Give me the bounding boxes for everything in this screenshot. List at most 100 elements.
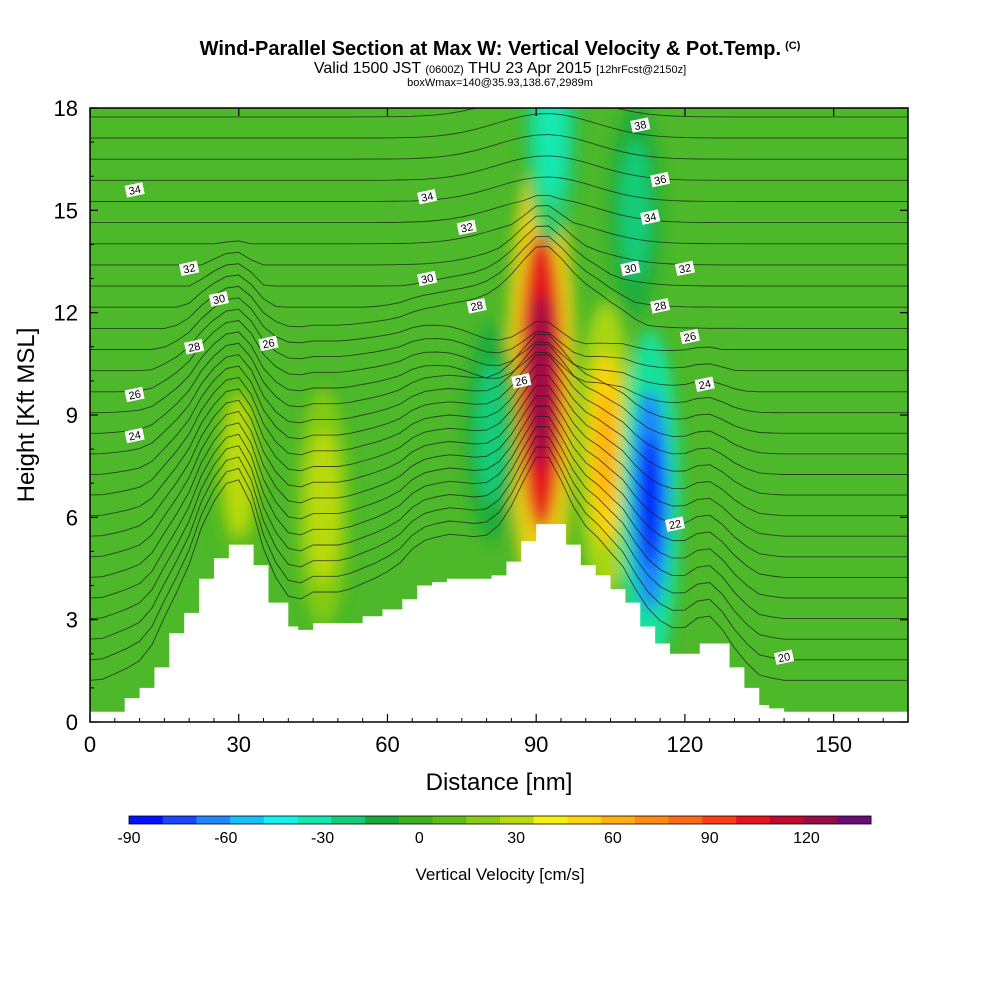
contour-label-box [511,373,532,389]
x-tick-label: 0 [84,732,96,757]
y-tick-label: 15 [54,198,78,223]
y-tick-label: 0 [66,710,78,735]
colorbar-tick-label: 90 [701,830,719,847]
colorbar-tick-label: -90 [117,830,140,847]
contour-label-box [650,171,671,188]
contour-label: 28 [466,298,487,314]
contour-label: 22 [664,516,686,532]
contour-label-text: 26 [683,330,697,344]
contour-label-box [124,386,145,403]
isentrope-line [90,246,908,329]
x-tick-label: 150 [815,732,852,757]
velocity-feature [222,394,255,538]
isentrope-line [90,134,908,160]
colorbar-swatch [837,816,872,824]
isentrope-line [90,215,908,266]
colorbar-swatch [129,816,164,824]
colorbar-swatch [500,816,535,824]
contour-label-box [620,260,641,277]
contour-label: 38 [630,117,651,133]
contour-label-box [664,516,686,532]
isentrope-line [90,320,908,393]
contour-label: 28 [184,339,205,355]
contour-label: 28 [650,298,671,314]
y-tick-label: 12 [54,301,78,326]
velocity-feature-core [595,391,616,507]
terrain-mask [90,524,908,722]
contour-label-text: 34 [643,211,657,225]
colorbar-tick-label: 120 [793,830,820,847]
contour-label-text: 30 [623,262,637,276]
colorbar-swatch [263,816,298,824]
contour-label-text: 26 [128,388,142,402]
contour-label-box [774,649,795,665]
contour-label: 24 [124,427,145,444]
contour-label-box [640,209,661,225]
x-tick-label: 90 [524,732,548,757]
contour-label-box [630,117,651,133]
isentrope-line [90,333,908,434]
contour-label-box [456,219,477,236]
chart-title: Wind-Parallel Section at Max W: Vertical… [199,38,801,60]
contour-label: 32 [179,260,200,277]
chart-subtitle: Valid 1500 JST (0600Z) THU 23 Apr 2015 [… [313,60,687,77]
isentrope-line [90,113,908,139]
contour-label-box [124,427,145,444]
isentrope-line [90,354,908,475]
x-tick-label: 30 [226,732,250,757]
velocity-feature-core [639,433,661,567]
velocity-feature [619,140,652,281]
colorbar-swatch [230,816,265,824]
contour-label-text: 28 [470,300,484,314]
colorbar-swatch [803,816,838,824]
contour-label-text: 32 [182,262,196,276]
contour-label-box [258,335,279,352]
isentrope-line [90,456,908,681]
contour-label-box [184,339,205,355]
isentrope-line [90,331,908,414]
contour-label: 36 [650,171,671,188]
colorbar-swatch [601,816,636,824]
contour-label-box [466,298,487,314]
contour-label: 20 [774,649,795,665]
contour-label-box [650,298,671,314]
colorbar-swatch [533,816,568,824]
contour-label-box [124,182,145,198]
contour-label-box [179,260,200,277]
isentrope-line [90,194,908,224]
contour-label-text: 26 [261,337,275,351]
contour-label-box [417,270,438,287]
colorbar-tick-label: -30 [311,830,334,847]
contour-label-box [694,376,715,393]
isentrope-line [90,155,908,181]
contour-label-text: 28 [187,341,201,355]
contour-label: 32 [674,260,695,276]
isentrope-line [90,235,908,308]
x-axis-label: Distance [nm] [426,769,573,796]
colorbar-swatch [398,816,433,824]
colorbar-swatch [365,816,400,824]
isentrope-line [90,205,908,245]
contour-label: 26 [679,328,700,345]
contour-label-text: 36 [653,173,667,187]
isentrope-line [90,364,908,496]
contour-label-text: 22 [668,518,682,532]
contour-label-text: 24 [128,429,142,443]
isentrope-line [90,385,908,537]
contour-label-text: 28 [653,300,667,314]
contour-label-box [208,291,229,307]
colorbar-swatch [297,816,332,824]
colorbar-swatch [567,816,602,824]
contour-label: 24 [694,376,715,393]
chart-box-info: boxWmax=140@35.93,138.67,2989m [407,77,593,89]
isentrope-line [90,426,908,620]
contour-label-text: 34 [420,191,434,205]
isentrope-line [90,446,908,661]
contour-label-text: 30 [212,293,226,307]
contour-label-text: 32 [678,262,692,276]
contour-label: 30 [620,260,641,277]
colorbar-tick-label: 0 [415,830,424,847]
colorbar-swatch [736,816,771,824]
y-tick-label: 9 [66,403,78,428]
contour-label: 34 [417,188,438,205]
